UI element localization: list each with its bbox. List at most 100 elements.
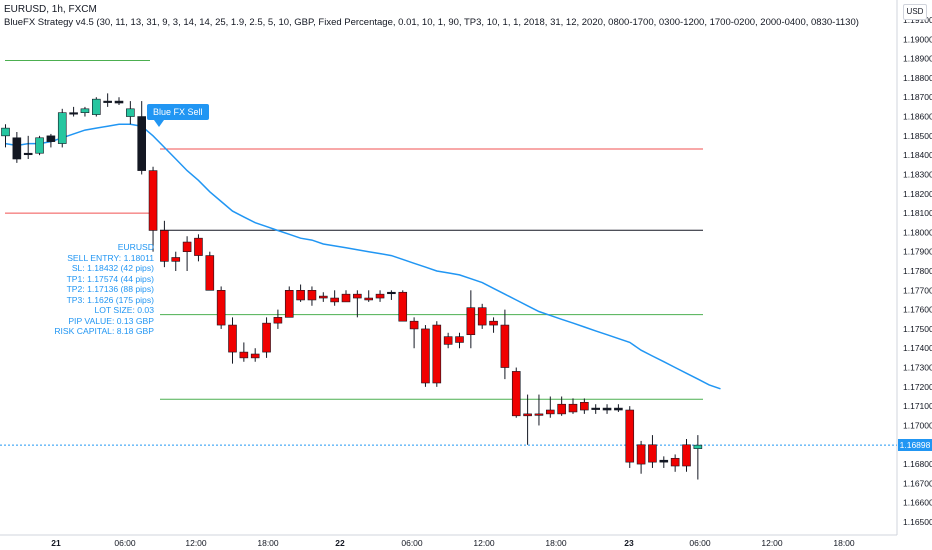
candle [534, 394, 544, 426]
trade-info-risk: RISK CAPITAL: 8.18 GBP [54, 326, 154, 336]
candle-body [398, 291, 408, 322]
candle-body [523, 413, 532, 417]
candle [693, 435, 703, 480]
candle [557, 396, 566, 416]
candle [523, 394, 532, 445]
candle [182, 236, 192, 271]
currency-button[interactable]: USD [903, 4, 927, 20]
candle [443, 332, 453, 349]
price-axis-label: 1.17100 [903, 401, 932, 411]
price-axis-label: 1.17900 [903, 247, 932, 257]
price-axis-label: 1.18900 [903, 54, 932, 64]
candle [35, 135, 44, 156]
candle-body [307, 290, 317, 301]
candle-body [80, 108, 90, 113]
trade-info-tp3: TP3: 1.1626 (175 pips) [66, 294, 154, 305]
candle [387, 290, 396, 300]
time-axis-label: 18:00 [545, 538, 567, 548]
candle-body [228, 324, 237, 353]
candle-body [682, 444, 691, 467]
price-axis-label: 1.19100 [903, 15, 932, 25]
candle-body [534, 413, 544, 416]
candle [330, 290, 339, 306]
time-axis-label: 22 [335, 538, 345, 548]
candle [409, 317, 419, 349]
candle-body [568, 403, 578, 413]
candle [421, 325, 430, 387]
candle-body [57, 112, 67, 144]
candle [228, 317, 237, 364]
candle-body [614, 407, 623, 411]
candle-body [126, 108, 135, 117]
candle [205, 251, 215, 291]
candle [466, 290, 476, 349]
candle [432, 321, 442, 387]
moving-average-line [5, 123, 721, 390]
trade-info-entry: SELL ENTRY: 1.18011 [67, 252, 154, 263]
candle [455, 332, 464, 349]
time-axis-label: 06:00 [401, 538, 423, 548]
chart-title[interactable]: EURUSD, 1h, FXCM [4, 4, 97, 15]
trade-info-lot: LOT SIZE: 0.03 [94, 305, 154, 315]
candle [511, 367, 521, 418]
candle-body [636, 444, 646, 465]
candle-body [35, 137, 44, 154]
candle [489, 317, 498, 333]
candle [114, 97, 124, 105]
candle [57, 108, 67, 148]
time-axis-label: 12:00 [185, 538, 207, 548]
candle [659, 456, 669, 468]
candle-body [23, 152, 33, 156]
candle-body [387, 291, 396, 295]
candle [682, 438, 691, 472]
candle [568, 398, 578, 414]
candle [398, 290, 408, 322]
candle [262, 317, 271, 358]
trade-info-symbol: EURUSD [117, 242, 154, 252]
candle-body [545, 409, 555, 415]
candle-body [216, 290, 226, 326]
candle [670, 454, 680, 472]
price-axis-label: 1.18600 [903, 112, 932, 122]
price-axis-label: 1.18500 [903, 131, 932, 141]
time-axis-label: 18:00 [833, 538, 855, 548]
trade-info-panel: EURUSD SELL ENTRY: 1.18011 SL: 1.18432 (… [54, 242, 154, 337]
candle [580, 398, 589, 414]
price-axis-label: 1.19000 [903, 34, 932, 44]
candle-body [239, 351, 249, 359]
candle-body [205, 255, 215, 291]
candle [307, 286, 317, 306]
price-axis-label: 1.17700 [903, 285, 932, 295]
candle-body [580, 401, 589, 411]
candle-body [137, 116, 146, 171]
candle-body [591, 407, 601, 410]
candle-body [273, 317, 283, 324]
price-axis-label: 1.17500 [903, 324, 932, 334]
price-axis-label: 1.17800 [903, 266, 932, 276]
price-axis-label: 1.17400 [903, 343, 932, 353]
candle [296, 284, 305, 302]
candle-body [477, 307, 487, 326]
price-axis-label: 1.18800 [903, 73, 932, 83]
price-axis-label: 1.18700 [903, 92, 932, 102]
candle-body [443, 336, 453, 345]
candle [648, 435, 657, 468]
candle [636, 440, 646, 474]
time-axis-label: 21 [51, 538, 61, 548]
candle [148, 166, 158, 252]
price-axis-label: 1.18400 [903, 150, 932, 160]
candle [500, 309, 510, 380]
candle-body [194, 237, 203, 256]
candle-body [160, 230, 169, 262]
candle-body [625, 409, 635, 463]
candle [273, 309, 283, 329]
candle-body [364, 297, 374, 301]
strategy-legend[interactable]: BlueFX Strategy v4.5 (30, 11, 13, 31, 9,… [4, 17, 859, 28]
candle [1, 124, 10, 148]
candle-body [171, 257, 181, 262]
candle [250, 348, 260, 362]
candle [625, 406, 635, 468]
candle [171, 251, 181, 271]
